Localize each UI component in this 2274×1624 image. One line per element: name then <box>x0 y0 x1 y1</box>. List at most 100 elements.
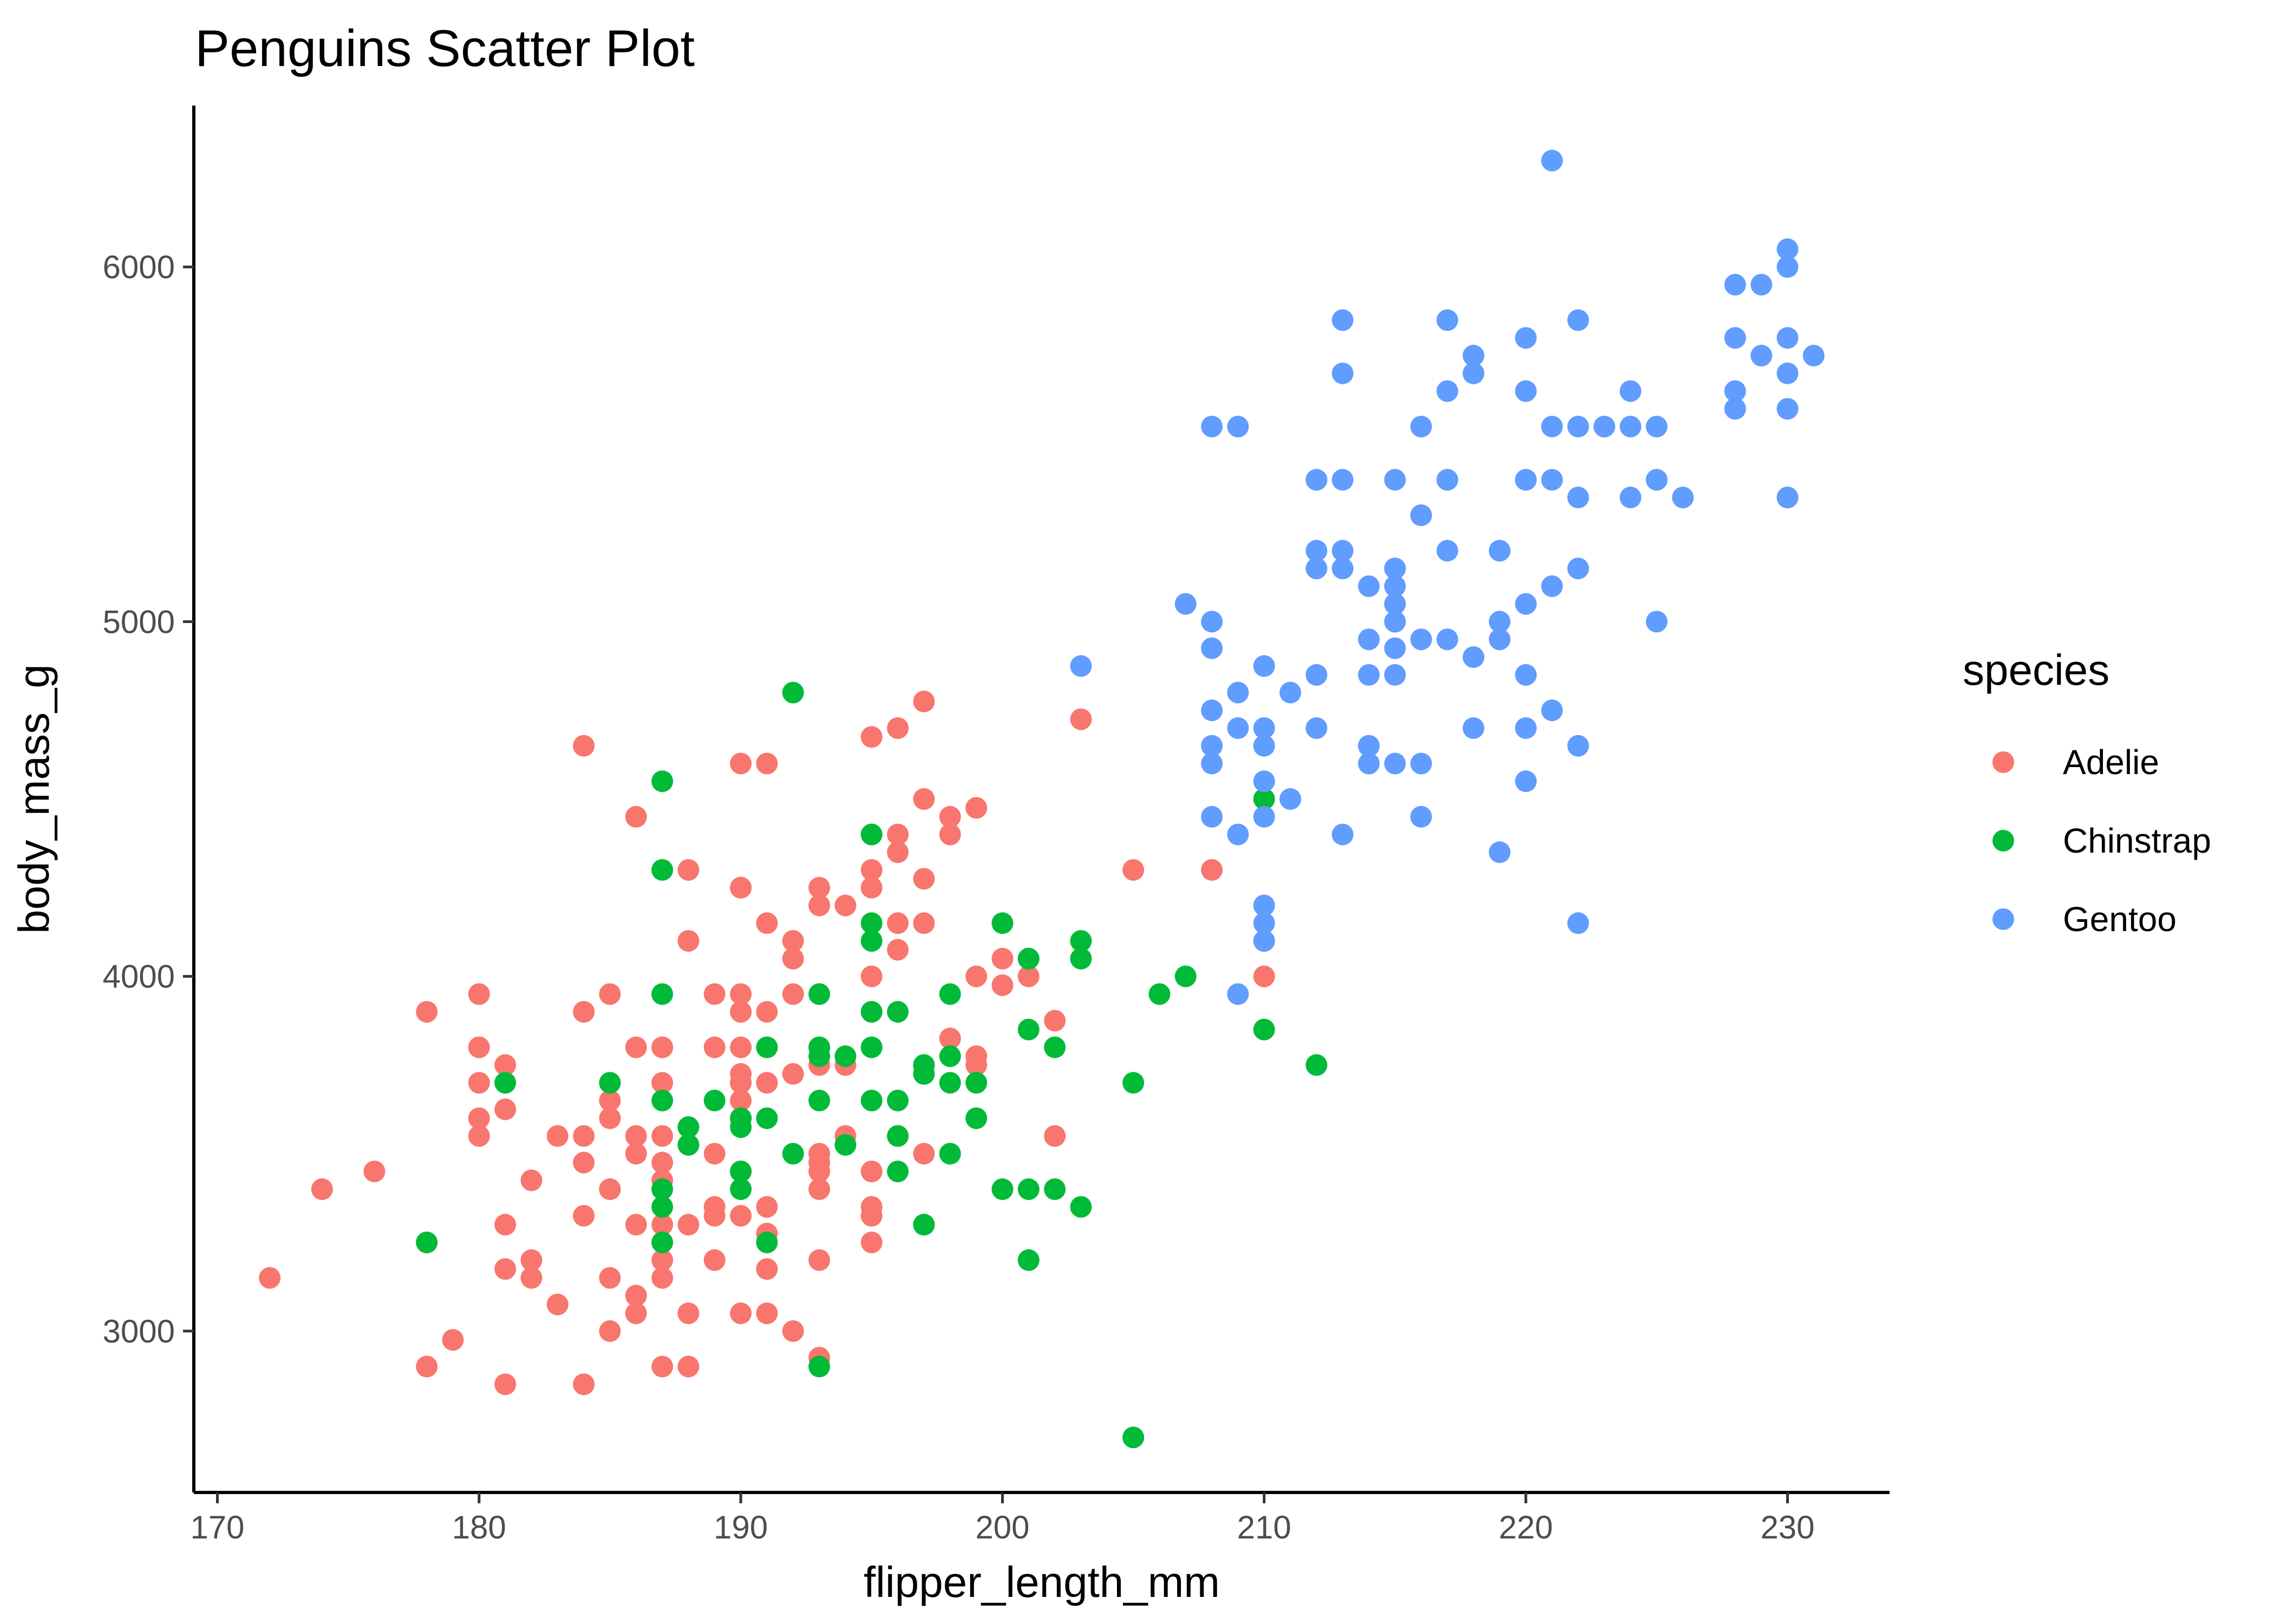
y-tick-label-4000: 4000 <box>103 959 175 995</box>
point-adelie-37 <box>494 1214 517 1236</box>
point-chinstrap-17 <box>494 1072 517 1094</box>
x-axis-title: flipper_length_mm <box>864 1558 1220 1606</box>
point-adelie-108 <box>913 690 935 712</box>
point-gentoo-45 <box>1331 540 1354 562</box>
point-gentoo-86 <box>1776 327 1799 349</box>
point-adelie-1 <box>625 1036 647 1058</box>
point-gentoo-53 <box>1201 699 1223 722</box>
point-adelie-83 <box>756 1196 778 1218</box>
point-adelie-2 <box>860 1232 883 1254</box>
point-gentoo-47 <box>1253 930 1275 952</box>
point-chinstrap-28 <box>1122 1072 1145 1094</box>
point-adelie-61 <box>599 1107 621 1129</box>
point-adelie-35 <box>730 983 752 1005</box>
point-chinstrap-29 <box>651 770 674 793</box>
y-tick-label-5000: 5000 <box>103 604 175 640</box>
point-adelie-65 <box>860 1196 883 1218</box>
y-tick-label-6000: 6000 <box>103 249 175 285</box>
point-adelie-31 <box>677 1214 700 1236</box>
point-chinstrap-23 <box>860 1036 883 1058</box>
point-adelie-81 <box>651 1036 674 1058</box>
chart-title: Penguins Scatter Plot <box>195 19 695 77</box>
point-gentoo-98 <box>1724 273 1746 296</box>
point-gentoo-46 <box>1384 593 1406 615</box>
point-chinstrap-51 <box>808 983 831 1005</box>
y-axis-title: body_mass_g <box>10 664 58 934</box>
point-adelie-59 <box>599 1267 621 1289</box>
point-chinstrap-64 <box>808 1045 831 1068</box>
point-adelie-99 <box>782 1063 804 1085</box>
point-gentoo-55 <box>1201 611 1223 633</box>
legend-key-chinstrap <box>1992 830 2014 852</box>
point-adelie-115 <box>677 1355 700 1378</box>
point-gentoo-108 <box>1331 469 1354 491</box>
point-gentoo-63 <box>1358 752 1380 775</box>
x-tick-label-210: 210 <box>1237 1509 1291 1546</box>
point-adelie-112 <box>913 868 935 890</box>
point-gentoo-37 <box>1201 416 1223 437</box>
point-adelie-89 <box>1044 1125 1066 1147</box>
point-chinstrap-52 <box>1070 947 1092 970</box>
point-adelie-149 <box>651 1072 674 1094</box>
point-chinstrap-50 <box>1017 1178 1040 1200</box>
point-chinstrap-15 <box>1017 947 1040 970</box>
point-chinstrap-47 <box>651 1090 674 1111</box>
point-gentoo-118 <box>1331 362 1354 384</box>
point-adelie-18 <box>834 894 857 916</box>
legend-key-adelie <box>1992 751 2014 773</box>
point-adelie-57 <box>494 1373 517 1396</box>
point-gentoo-92 <box>1672 487 1694 508</box>
point-gentoo-69 <box>1541 699 1563 722</box>
point-adelie-124 <box>965 965 988 987</box>
point-chinstrap-19 <box>860 823 883 846</box>
point-gentoo-93 <box>1410 752 1432 775</box>
point-gentoo-59 <box>1358 664 1380 686</box>
point-gentoo-81 <box>1305 717 1328 739</box>
point-adelie-20 <box>468 1107 490 1129</box>
point-chinstrap-43 <box>887 1161 909 1182</box>
point-chinstrap-26 <box>991 1178 1014 1200</box>
point-gentoo-100 <box>1724 380 1746 402</box>
point-adelie-142 <box>730 1063 752 1085</box>
point-adelie-55 <box>625 1125 647 1147</box>
point-gentoo-58 <box>1541 416 1563 437</box>
point-gentoo-4 <box>1384 469 1406 491</box>
x-tick-label-220: 220 <box>1499 1509 1553 1546</box>
point-chinstrap-21 <box>651 1178 674 1200</box>
point-gentoo-97 <box>1488 611 1511 633</box>
point-gentoo-74 <box>1515 469 1537 491</box>
point-gentoo-31 <box>1776 398 1799 420</box>
point-gentoo-30 <box>1174 593 1197 615</box>
point-chinstrap-33 <box>860 930 883 952</box>
point-adelie-82 <box>808 894 831 916</box>
point-gentoo-94 <box>1567 558 1589 580</box>
point-gentoo-60 <box>1802 344 1825 366</box>
point-chinstrap-27 <box>756 1036 778 1058</box>
point-adelie-34 <box>887 912 909 934</box>
point-adelie-52 <box>991 947 1014 970</box>
point-gentoo-70 <box>1436 380 1459 402</box>
point-adelie-46 <box>442 1329 464 1351</box>
point-gentoo-2 <box>1253 806 1275 828</box>
point-gentoo-17 <box>1541 149 1563 172</box>
point-adelie-49 <box>625 1143 647 1165</box>
point-chinstrap-35 <box>860 1001 883 1023</box>
point-gentoo-56 <box>1619 416 1642 437</box>
point-adelie-129 <box>730 1204 752 1227</box>
point-adelie-10 <box>468 1072 490 1094</box>
legend-label-gentoo: Gentoo <box>2063 900 2177 939</box>
point-gentoo-95 <box>1070 655 1092 677</box>
point-gentoo-90 <box>1619 487 1642 508</box>
point-adelie-53 <box>651 1355 674 1378</box>
y-tick-label-3000: 3000 <box>103 1313 175 1350</box>
point-adelie-36 <box>468 1125 490 1147</box>
point-adelie-144 <box>599 1090 621 1111</box>
point-chinstrap-42 <box>887 1125 909 1147</box>
point-gentoo-106 <box>1410 504 1432 526</box>
x-axis-ticks: 170 180 190 200 210 220 230 <box>190 1492 1815 1546</box>
point-gentoo-29 <box>1227 416 1249 437</box>
point-adelie-139 <box>808 1178 831 1200</box>
point-adelie-41 <box>625 1285 647 1307</box>
point-chinstrap-49 <box>965 1072 988 1094</box>
point-gentoo-71 <box>1410 806 1432 828</box>
